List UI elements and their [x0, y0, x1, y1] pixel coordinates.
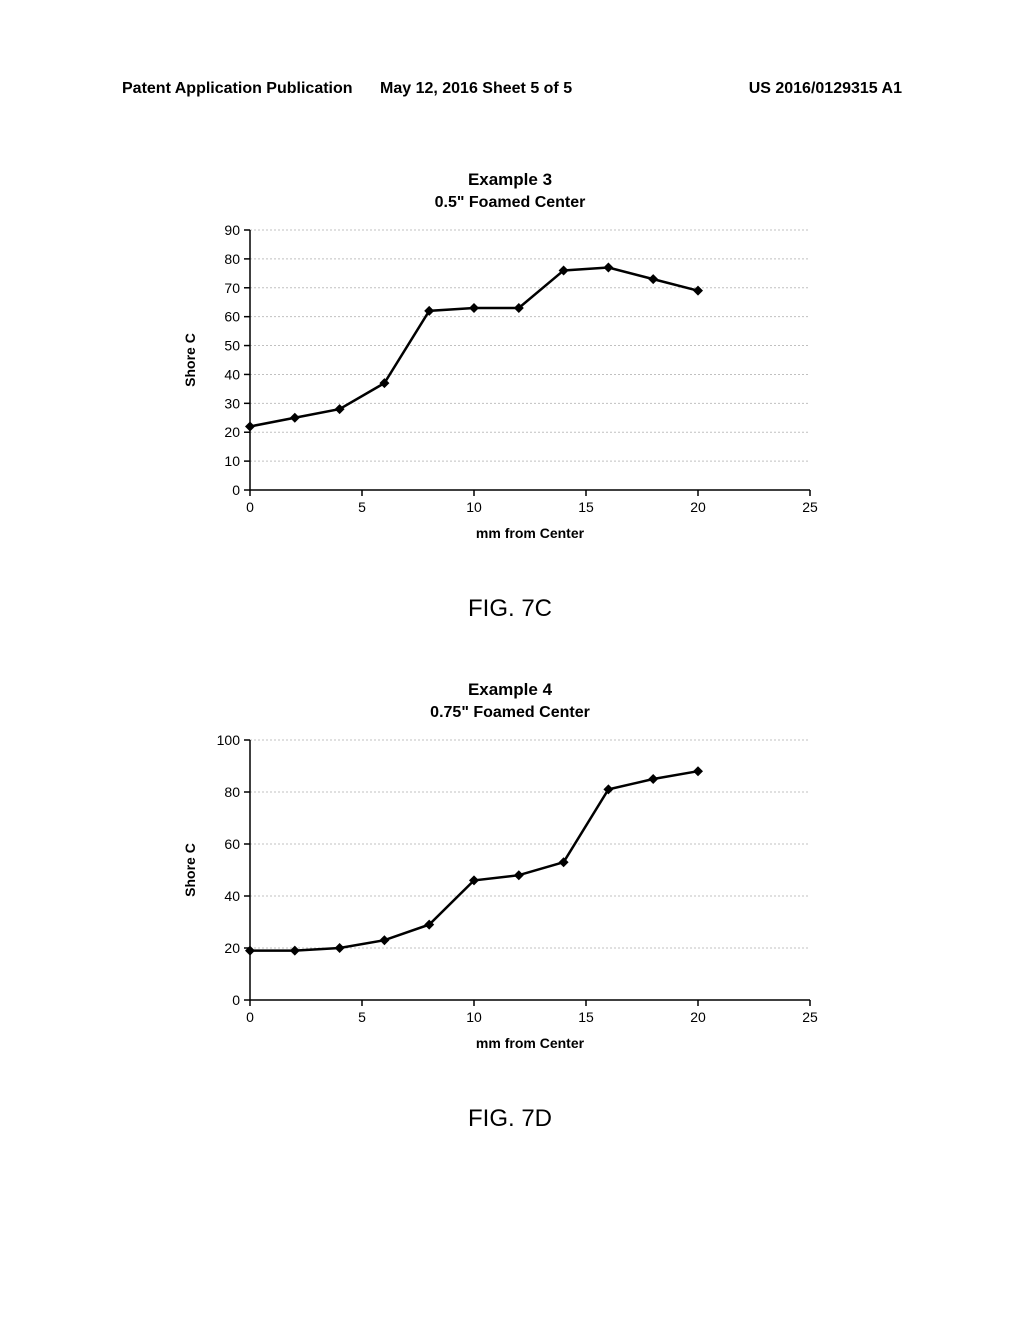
svg-text:0: 0 [246, 499, 254, 515]
svg-text:20: 20 [224, 424, 240, 440]
svg-text:mm from Center: mm from Center [476, 525, 585, 541]
svg-text:30: 30 [224, 395, 240, 411]
svg-text:25: 25 [802, 1009, 818, 1025]
svg-text:5: 5 [358, 499, 366, 515]
page: Patent Application Publication May 12, 2… [0, 0, 1024, 1320]
svg-text:20: 20 [224, 940, 240, 956]
svg-text:20: 20 [690, 499, 706, 515]
chart-example-4: Example 4 0.75" Foamed Center 0 20 40 60 80 1… [160, 680, 860, 1133]
svg-text:mm from Center: mm from Center [476, 1035, 585, 1051]
chart1-svg: 0 10 20 30 40 50 60 70 80 90 0 5 10 15 20 25 mm from Cen… [160, 220, 860, 580]
svg-text:70: 70 [224, 280, 240, 296]
svg-text:20: 20 [690, 1009, 706, 1025]
svg-text:40: 40 [224, 366, 240, 382]
svg-text:Shore C: Shore C [182, 333, 198, 387]
svg-text:80: 80 [224, 251, 240, 267]
chart1-subtitle: 0.5" Foamed Center [160, 194, 860, 212]
header-center: May 12, 2016 Sheet 5 of 5 [380, 80, 572, 98]
header-right: US 2016/0129315 A1 [749, 80, 902, 98]
svg-text:5: 5 [358, 1009, 366, 1025]
chart-example-3: Example 3 0.5" Foamed Center 01020304050… [160, 170, 860, 623]
svg-text:10: 10 [224, 453, 240, 469]
svg-text:15: 15 [578, 499, 594, 515]
chart1-fig-label: FIG. 7C [160, 595, 860, 623]
svg-text:80: 80 [224, 784, 240, 800]
chart2-fig-label: FIG. 7D [160, 1105, 860, 1133]
chart2-subtitle: 0.75" Foamed Center [160, 704, 860, 722]
svg-text:15: 15 [578, 1009, 594, 1025]
svg-text:100: 100 [217, 732, 241, 748]
svg-text:60: 60 [224, 309, 240, 325]
chart1-example-label: Example 3 [160, 170, 860, 190]
svg-text:0: 0 [246, 1009, 254, 1025]
svg-text:Shore C: Shore C [182, 843, 198, 897]
header-left: Patent Application Publication [122, 80, 353, 98]
svg-text:10: 10 [466, 1009, 482, 1025]
svg-text:10: 10 [466, 499, 482, 515]
svg-text:0: 0 [232, 992, 240, 1008]
chart2-svg: 0 20 40 60 80 100 0 5 10 15 20 25 mm from Center Shor… [160, 730, 860, 1090]
svg-text:25: 25 [802, 499, 818, 515]
svg-text:50: 50 [224, 338, 240, 354]
svg-text:60: 60 [224, 836, 240, 852]
svg-text:0: 0 [232, 482, 240, 498]
chart2-example-label: Example 4 [160, 680, 860, 700]
svg-text:90: 90 [224, 222, 240, 238]
svg-text:40: 40 [224, 888, 240, 904]
